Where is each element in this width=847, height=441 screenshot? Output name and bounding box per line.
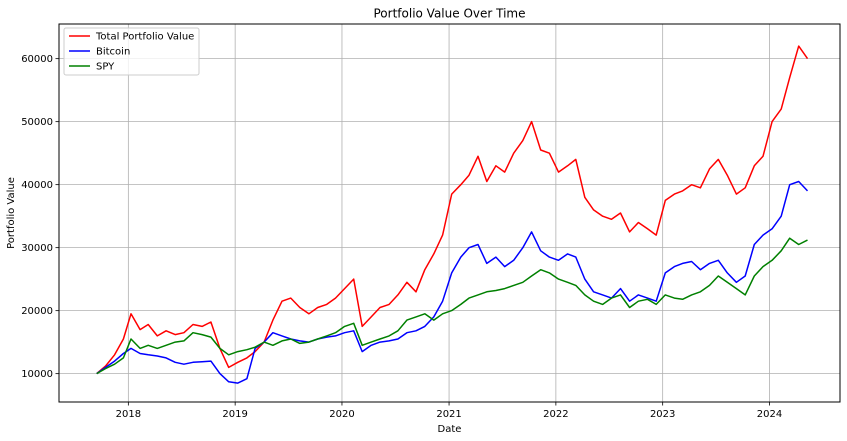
series-lines — [96, 45, 809, 384]
y-tick-label: 40000 — [21, 180, 53, 191]
legend-label: Bitcoin — [96, 47, 130, 58]
legend: Total Portfolio Value Bitcoin SPY — [63, 27, 200, 76]
y-tick-label: 60000 — [21, 54, 53, 65]
grid-lines — [59, 24, 840, 402]
x-tick-label: 2021 — [436, 409, 461, 420]
x-tick-label: 2020 — [329, 409, 354, 420]
series-line-2 — [96, 237, 808, 375]
x-axis-ticks: 2018 2019 2020 2021 2022 2023 2024 — [116, 402, 782, 420]
y-tick-label: 50000 — [21, 117, 53, 128]
x-tick-label: 2018 — [116, 409, 141, 420]
legend-box — [63, 27, 200, 76]
x-tick-label: 2023 — [650, 409, 675, 420]
series-line-1 — [96, 180, 809, 384]
y-tick-label: 10000 — [21, 369, 53, 380]
x-axis-label: Date — [438, 424, 462, 435]
plot-frame — [58, 23, 841, 403]
legend-label: SPY — [96, 62, 115, 73]
y-tick-label: 30000 — [21, 243, 53, 254]
x-tick-label: 2024 — [757, 409, 782, 420]
y-tick-label: 20000 — [21, 306, 53, 317]
chart-title: Portfolio Value Over Time — [374, 7, 526, 21]
series-line-0 — [96, 45, 809, 375]
y-axis-ticks: 10000 20000 30000 40000 50000 60000 — [21, 54, 59, 380]
legend-label: Total Portfolio Value — [95, 32, 194, 43]
x-tick-label: 2022 — [543, 409, 568, 420]
x-tick-label: 2019 — [222, 409, 247, 420]
y-axis-label: Portfolio Value — [6, 177, 17, 249]
